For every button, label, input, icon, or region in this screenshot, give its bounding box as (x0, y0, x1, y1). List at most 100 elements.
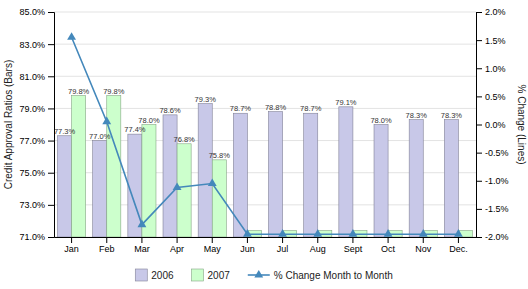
markers (67, 32, 463, 237)
marks (58, 32, 473, 237)
tick-mark (317, 237, 318, 243)
data-label: 77.4% (124, 125, 146, 134)
tick-mark (212, 237, 213, 243)
tick-mark (48, 237, 54, 238)
tick-label: May (204, 244, 222, 254)
tick-mark (48, 108, 54, 109)
tick-mark (476, 96, 482, 97)
tick-mark (48, 205, 54, 206)
tick: 79.0% (19, 104, 54, 114)
data-label: 76.8% (173, 135, 195, 144)
axis-line (477, 13, 483, 238)
tick-label: -0.5% (485, 148, 509, 158)
tick-label: Apr (170, 244, 184, 254)
grid (54, 12, 476, 237)
axis-title: % Change (Lines) (516, 84, 527, 164)
tick: 71.0% (19, 232, 54, 242)
data-label: 78.0% (370, 116, 392, 125)
bar (72, 96, 86, 237)
tick-label: 79.0% (19, 104, 45, 114)
tick-mark (177, 237, 178, 243)
tick: 77.0% (19, 136, 54, 146)
tick-mark (141, 237, 142, 243)
legend: 20062007% Change Month to Month (135, 269, 392, 281)
bar (374, 125, 388, 238)
tick: Sept (344, 237, 363, 254)
tick: 81.0% (19, 72, 54, 82)
data-label: 75.8% (209, 151, 231, 160)
tick-label: -2.0% (485, 232, 509, 242)
data-label: 78.7% (230, 104, 252, 113)
tick-mark (388, 237, 389, 243)
bar (128, 134, 142, 237)
data-label: 79.8% (68, 87, 90, 96)
marker (173, 182, 182, 190)
tick-label: 2.0% (485, 7, 506, 17)
bar (107, 96, 121, 237)
tick: -1.0% (476, 176, 509, 186)
marker (67, 32, 76, 40)
tick-label: 81.0% (19, 72, 45, 82)
bar (339, 107, 353, 237)
tick-mark (476, 68, 482, 69)
tick-mark (476, 181, 482, 182)
tick-label: 77.0% (19, 136, 45, 146)
tick: 75.0% (19, 168, 54, 178)
bar (93, 141, 107, 237)
tick: -2.0% (476, 232, 509, 242)
tick-label: 1.5% (485, 36, 506, 46)
bar (304, 113, 318, 237)
bar (233, 113, 247, 237)
marker (348, 229, 357, 237)
data-label: 78.8% (265, 103, 287, 112)
tick-mark (282, 237, 283, 243)
axis-line (48, 13, 55, 238)
y-axis: 71.0%73.0%75.0%77.0%79.0%81.0%83.0%85.0% (19, 7, 54, 242)
bar (163, 115, 177, 237)
chart: 77.3%77.0%77.4%78.6%79.3%78.7%78.8%78.7%… (0, 0, 528, 289)
tick-label: Jan (64, 244, 79, 254)
tick: May (204, 237, 222, 254)
legend-label: 2006 (151, 270, 174, 281)
tick-mark (476, 40, 482, 41)
marker (419, 229, 428, 237)
bar-series (72, 96, 473, 237)
tick: Jan (64, 237, 79, 254)
data-label: 79.8% (103, 87, 125, 96)
tick: 73.0% (19, 200, 54, 210)
bar (269, 112, 283, 237)
tick-mark (48, 141, 54, 142)
tick-label: 71.0% (19, 232, 45, 242)
marker (208, 178, 217, 186)
tick-mark (458, 237, 459, 243)
tick-label: Oct (381, 244, 396, 254)
legend-item: 2006 (135, 269, 174, 281)
tick-mark (48, 12, 54, 13)
tick-label: Jun (240, 244, 255, 254)
tick-label: Dec. (449, 244, 468, 254)
legend-item: 2007 (192, 269, 231, 281)
tick-mark (48, 44, 54, 45)
tick-mark (48, 173, 54, 174)
marker (102, 117, 111, 125)
plot: 77.3%77.0%77.4%78.6%79.3%78.7%78.8%78.7%… (3, 7, 527, 254)
data-label: 79.1% (335, 98, 357, 107)
tick-label: Jul (277, 244, 289, 254)
tick-label: 0.5% (485, 92, 506, 102)
data-label: 78.6% (159, 106, 181, 115)
tick: -1.5% (476, 204, 509, 214)
legend-key (192, 269, 204, 281)
marker (137, 220, 146, 228)
axis-title: Credit Approval Ratios (Bars) (3, 60, 14, 190)
bar (409, 120, 423, 237)
tick-label: Feb (99, 244, 115, 254)
marker (454, 229, 463, 237)
tick: 0.0% (476, 120, 506, 130)
axis-line (55, 237, 477, 238)
marker (278, 229, 287, 237)
marker (384, 229, 393, 237)
tick-label: Mar (134, 244, 150, 254)
x-axis: JanFebMarAprMayJunJulAugSeptOctNovDec. (55, 237, 477, 254)
bar (142, 125, 156, 238)
tick-mark (476, 153, 482, 154)
